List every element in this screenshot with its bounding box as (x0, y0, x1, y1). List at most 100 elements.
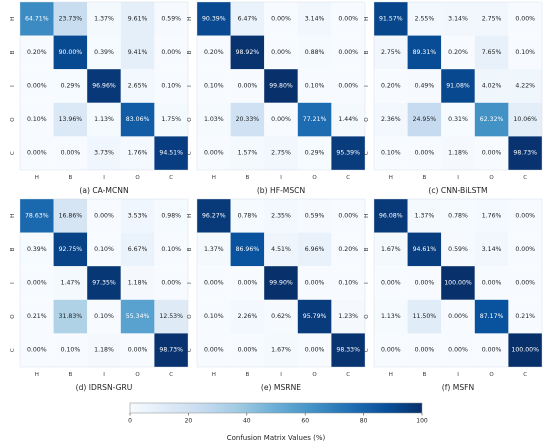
heatmap-border (196, 198, 366, 368)
cell-value-label: 4.51% (271, 246, 291, 253)
heatmap-cell (407, 232, 442, 267)
cell-value-label: 1.13% (94, 116, 114, 123)
heatmap-cell (120, 136, 155, 170)
cell-value-label: 0.10% (338, 280, 358, 287)
heatmap-cell (441, 299, 475, 334)
heatmap-cell (264, 333, 298, 367)
cell-value-label: 0.00% (271, 116, 291, 123)
cell-value-label: 1.67% (381, 246, 401, 253)
x-tick-label: I (280, 372, 282, 378)
heatmap-cell (53, 35, 88, 70)
cell-value-label: 2.75% (381, 49, 401, 56)
cell-value-label: 0.10% (161, 246, 181, 253)
cell-value-label: 6.67% (128, 246, 148, 253)
heatmap-cell (120, 102, 155, 137)
cell-value-label: 0.10% (94, 313, 114, 320)
cell-value-label: 23.73% (59, 15, 83, 22)
heatmap-cell (441, 232, 475, 267)
heatmap-cell (264, 199, 298, 233)
colorbar-tick-label: 20 (185, 418, 193, 425)
heatmap-panel: 64.71% 23.73% 1.37% 9.61% 0.59% 0.20% 90.00% 0.… (10, 1, 189, 195)
cell-value-label: 83.06% (126, 116, 150, 123)
heatmap-cell (120, 2, 155, 36)
cell-value-label: 2.36% (381, 116, 401, 123)
heatmap-cell (20, 232, 54, 267)
panel-caption: (b) HF-MSCN (257, 186, 305, 195)
cell-value-label: 2.75% (271, 150, 291, 157)
cell-value-label: 9.41% (128, 49, 148, 56)
heatmap-cell (87, 299, 121, 334)
cell-value-label: 0.88% (305, 49, 325, 56)
colorbar-tick-label: 100 (416, 418, 428, 425)
cell-value-label: 0.00% (381, 347, 401, 354)
heatmap-cell (87, 2, 121, 36)
heatmap-cell (508, 199, 542, 233)
y-tick-label: I (10, 282, 16, 284)
heatmap-cell (508, 299, 542, 334)
heatmap-cell (53, 299, 88, 334)
x-tick-label: H (389, 372, 393, 378)
colorbar-tick-label: 40 (243, 418, 251, 425)
heatmap-cell (197, 266, 231, 300)
heatmap-cell (87, 102, 121, 137)
heatmap-cell (87, 266, 121, 300)
cell-value-label: 0.10% (27, 116, 47, 123)
heatmap-cell (331, 199, 365, 233)
heatmap-cell (407, 102, 442, 137)
cell-value-label: 0.00% (305, 280, 325, 287)
cell-value-label: 1.47% (61, 280, 81, 287)
heatmap-cell (474, 299, 509, 334)
heatmap-cell (297, 232, 332, 267)
heatmap-cell (120, 299, 155, 334)
cell-value-label: 0.00% (238, 347, 258, 354)
heatmap-cell (53, 102, 88, 137)
heatmap-cell (20, 333, 54, 367)
heatmap-cell (20, 35, 54, 70)
heatmap-cell (374, 102, 408, 137)
heatmap-cell (120, 232, 155, 267)
cell-value-label: 4.02% (482, 83, 502, 90)
y-tick-label: B (364, 50, 370, 54)
heatmap-cell (264, 35, 298, 70)
heatmap-cell (407, 199, 442, 233)
heatmap-cell (441, 199, 475, 233)
cell-value-label: 0.00% (305, 347, 325, 354)
heatmap-cell (120, 199, 155, 233)
cell-value-label: 0.00% (238, 83, 258, 90)
cell-value-label: 6.96% (305, 246, 325, 253)
cell-value-label: 95.39% (336, 150, 360, 157)
cell-value-label: 0.98% (161, 212, 181, 219)
y-tick-label: H (187, 17, 193, 21)
heatmap-cell (407, 299, 442, 334)
heatmap-panels: 64.71% 23.73% 1.37% 9.61% 0.59% 0.20% 90.00% 0.… (10, 1, 543, 392)
cell-value-label: 0.00% (161, 280, 181, 287)
cell-value-label: 0.00% (61, 150, 81, 157)
cell-value-label: 1.37% (94, 15, 114, 22)
heatmap-cell (87, 333, 121, 367)
x-tick-label: B (423, 372, 427, 378)
x-tick-label: C (346, 175, 350, 181)
heatmap-cell (264, 266, 298, 300)
cell-value-label: 0.20% (204, 49, 224, 56)
y-tick-label: O (187, 314, 193, 319)
heatmap-border (19, 198, 189, 368)
cell-value-label: 0.00% (27, 347, 47, 354)
heatmap-cell (87, 232, 121, 267)
heatmap-cell (374, 2, 408, 36)
heatmap-cell (297, 333, 332, 367)
cell-value-label: 1.18% (448, 150, 468, 157)
cell-value-label: 7.65% (482, 49, 502, 56)
heatmap-cell (407, 136, 442, 170)
x-tick-label: I (457, 372, 459, 378)
cell-value-label: 0.00% (448, 313, 468, 320)
heatmap-cell (154, 266, 188, 300)
heatmap-cell (441, 266, 475, 300)
cell-value-label: 3.73% (94, 150, 114, 157)
heatmap-cell (264, 69, 298, 103)
heatmap-cell (230, 2, 265, 36)
cell-value-label: 0.62% (271, 313, 291, 320)
heatmap-cell (508, 136, 542, 170)
heatmap-cell (230, 299, 265, 334)
cell-value-label: 0.10% (161, 83, 181, 90)
heatmap-cell (230, 199, 265, 233)
